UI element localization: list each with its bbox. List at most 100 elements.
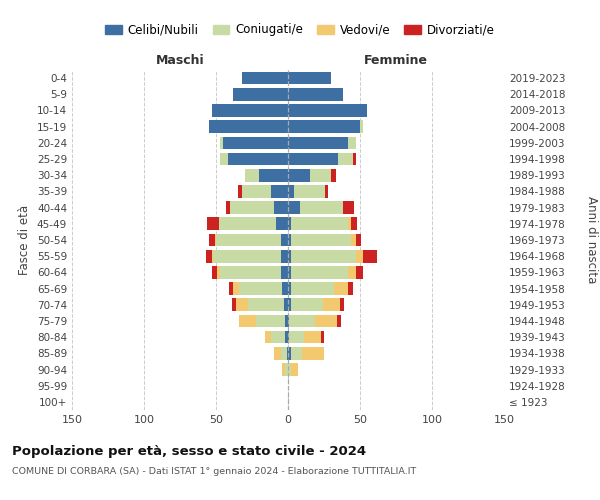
Bar: [353, 152, 356, 166]
Bar: [291, 234, 352, 246]
Bar: [232, 298, 236, 311]
Bar: [291, 266, 349, 278]
Bar: [208, 218, 219, 230]
Bar: [212, 266, 217, 278]
Bar: [281, 347, 287, 360]
Bar: [343, 202, 354, 214]
Bar: [288, 314, 289, 328]
Bar: [223, 136, 288, 149]
Bar: [209, 120, 288, 133]
Bar: [288, 169, 310, 181]
Bar: [288, 363, 291, 376]
Bar: [206, 250, 212, 262]
Text: Popolazione per età, sesso e stato civile - 2024: Popolazione per età, sesso e stato civil…: [12, 445, 366, 458]
Bar: [281, 266, 288, 278]
Bar: [288, 88, 343, 101]
Bar: [230, 202, 274, 214]
Bar: [288, 250, 291, 262]
Bar: [229, 282, 233, 295]
Bar: [299, 202, 343, 214]
Bar: [219, 218, 277, 230]
Bar: [239, 314, 256, 328]
Bar: [213, 250, 281, 262]
Bar: [284, 298, 288, 311]
Bar: [274, 347, 281, 360]
Bar: [220, 152, 227, 166]
Bar: [294, 185, 325, 198]
Bar: [356, 250, 363, 262]
Bar: [349, 218, 352, 230]
Bar: [288, 152, 338, 166]
Bar: [288, 218, 291, 230]
Bar: [288, 298, 291, 311]
Bar: [242, 185, 271, 198]
Bar: [212, 104, 288, 117]
Bar: [282, 363, 285, 376]
Bar: [291, 347, 302, 360]
Bar: [288, 202, 299, 214]
Bar: [227, 152, 288, 166]
Bar: [259, 169, 288, 181]
Legend: Celibi/Nubili, Coniugati/e, Vedovi/e, Divorziati/e: Celibi/Nubili, Coniugati/e, Vedovi/e, Di…: [105, 24, 495, 36]
Bar: [291, 298, 323, 311]
Bar: [291, 363, 298, 376]
Bar: [316, 314, 337, 328]
Bar: [349, 136, 356, 149]
Bar: [281, 250, 288, 262]
Bar: [217, 266, 220, 278]
Bar: [271, 331, 285, 344]
Bar: [285, 363, 288, 376]
Bar: [271, 185, 288, 198]
Bar: [352, 218, 357, 230]
Bar: [302, 347, 324, 360]
Bar: [310, 169, 331, 181]
Bar: [242, 72, 288, 85]
Bar: [291, 250, 356, 262]
Bar: [340, 298, 344, 311]
Bar: [239, 282, 282, 295]
Bar: [334, 282, 349, 295]
Bar: [289, 331, 304, 344]
Bar: [323, 298, 340, 311]
Bar: [288, 136, 349, 149]
Bar: [337, 314, 341, 328]
Bar: [288, 234, 291, 246]
Bar: [212, 250, 213, 262]
Bar: [304, 331, 321, 344]
Bar: [349, 266, 356, 278]
Bar: [291, 218, 349, 230]
Text: Maschi: Maschi: [155, 54, 205, 68]
Bar: [277, 218, 288, 230]
Bar: [233, 88, 288, 101]
Bar: [220, 266, 281, 278]
Bar: [233, 282, 239, 295]
Bar: [288, 331, 289, 344]
Bar: [349, 282, 353, 295]
Text: Femmine: Femmine: [364, 54, 428, 68]
Bar: [265, 331, 271, 344]
Bar: [287, 347, 288, 360]
Bar: [288, 72, 331, 85]
Bar: [360, 120, 363, 133]
Bar: [274, 202, 288, 214]
Bar: [352, 234, 356, 246]
Y-axis label: Anni di nascita: Anni di nascita: [585, 196, 598, 284]
Bar: [321, 331, 324, 344]
Bar: [288, 104, 367, 117]
Bar: [215, 234, 216, 246]
Bar: [288, 120, 360, 133]
Bar: [248, 298, 284, 311]
Bar: [288, 266, 291, 278]
Y-axis label: Fasce di età: Fasce di età: [19, 205, 31, 275]
Bar: [220, 136, 223, 149]
Bar: [209, 234, 215, 246]
Bar: [285, 331, 288, 344]
Bar: [216, 234, 281, 246]
Bar: [356, 234, 361, 246]
Bar: [288, 282, 291, 295]
Bar: [338, 152, 353, 166]
Bar: [325, 185, 328, 198]
Bar: [291, 282, 334, 295]
Bar: [289, 314, 316, 328]
Bar: [281, 234, 288, 246]
